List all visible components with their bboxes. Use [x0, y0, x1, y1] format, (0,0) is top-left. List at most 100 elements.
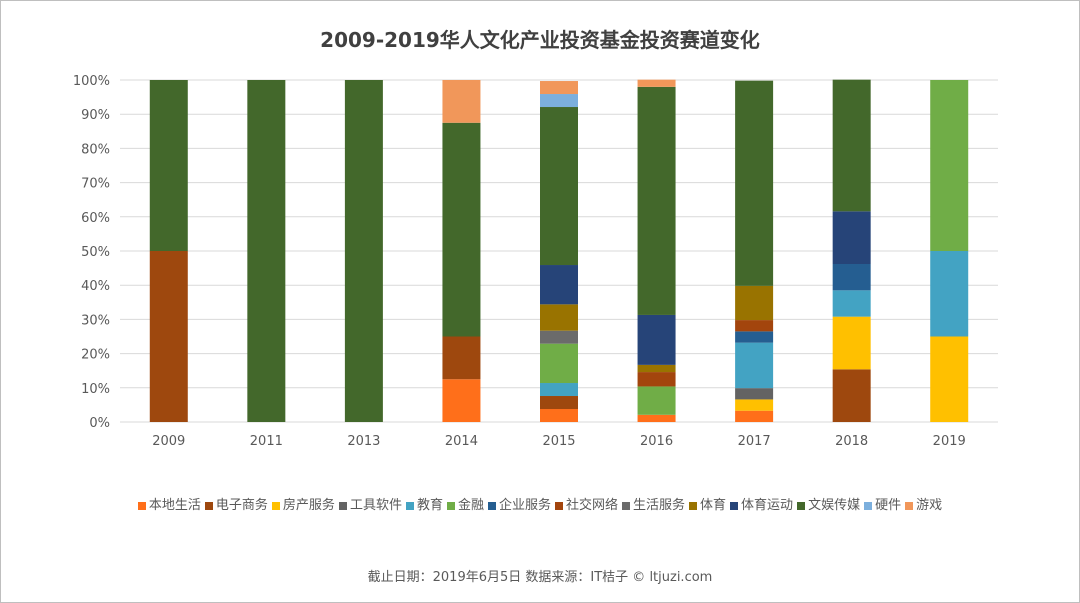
y-tick-label: 80% [81, 142, 110, 157]
bar-segment-2009-文娱传媒 [149, 80, 188, 251]
bar-segment-2015-游戏 [540, 81, 578, 95]
y-tick-label: 0% [89, 416, 110, 431]
bar-segment-2015-硬件 [540, 94, 578, 108]
bar-segment-2018-电子商务 [832, 369, 871, 422]
bar-segment-2009-电子商务 [149, 251, 188, 422]
bar-segment-2015-生活服务 [540, 330, 578, 344]
legend-label: 工具软件 [349, 498, 402, 513]
bar-segment-2017-企业服务 [735, 331, 774, 343]
bar-segment-2011-文娱传媒 [247, 80, 286, 422]
bar-segment-2015-文娱传媒 [540, 107, 578, 266]
bar-segment-2019-金融 [930, 80, 969, 251]
bar-segment-2017-体育 [735, 285, 774, 321]
legend-item: 房产服务 [271, 494, 335, 513]
x-tick-label: 2014 [445, 434, 478, 449]
bar-segment-2014-电子商务 [442, 336, 481, 380]
legend-swatch [446, 501, 455, 510]
bar-segment-2017-房产服务 [735, 399, 774, 411]
legend: 本地生活 电子商务 房产服务 工具软件 教育 金融 企业服务 社交网络 生活服务 体育 体育运动 文娱… [0, 494, 1080, 513]
legend-label: 文娱传媒 [808, 498, 861, 513]
legend-swatch [622, 501, 631, 510]
y-tick-label: 30% [81, 313, 110, 328]
y-tick-label: 70% [81, 177, 110, 192]
legend-item: 教育 [405, 494, 443, 513]
legend-swatch [864, 501, 873, 510]
legend-item: 工具软件 [338, 494, 402, 513]
bar-segment-2016-金融 [637, 386, 676, 415]
bar-segment-2016-文娱传媒 [637, 86, 676, 315]
legend-item: 本地生活 [137, 494, 201, 513]
x-tick-label: 2019 [933, 434, 966, 449]
x-tick-label: 2016 [640, 434, 673, 449]
bar-segment-2015-体育运动 [540, 265, 578, 305]
legend-item: 硬件 [864, 494, 901, 513]
bar-segment-2015-教育 [540, 383, 578, 397]
bar-segment-2017-教育 [735, 342, 774, 389]
x-tick-label: 2011 [250, 434, 283, 449]
legend-swatch [797, 501, 806, 510]
x-tick-label: 2018 [835, 434, 868, 449]
bar-segment-2018-体育运动 [832, 211, 871, 264]
x-tick-label: 2015 [542, 434, 575, 449]
bar-segment-2019-教育 [930, 251, 969, 337]
bar-segment-2015-本地生活 [540, 409, 578, 422]
bar-segment-2016-体育 [637, 364, 676, 373]
legend-label: 教育 [416, 498, 443, 513]
legend-item: 电子商务 [204, 494, 268, 513]
legend-item: 体育运动 [730, 494, 793, 513]
legend-swatch [689, 501, 698, 510]
legend-item: 游戏 [905, 494, 942, 513]
y-tick-label: 40% [81, 279, 110, 294]
legend-swatch [487, 501, 496, 510]
y-tick-label: 50% [81, 245, 110, 260]
legend-label: 金融 [457, 498, 484, 513]
y-tick-label: 20% [81, 348, 110, 363]
legend-item: 文娱传媒 [797, 494, 860, 513]
x-tick-label: 2017 [738, 434, 771, 449]
bar-segment-2017-社交网络 [735, 320, 774, 332]
legend-swatch [555, 501, 563, 510]
y-tick-label: 10% [81, 382, 110, 397]
x-tick-label: 2009 [152, 434, 185, 449]
bar-segment-2016-社交网络 [637, 372, 676, 387]
bar-segment-2016-本地生活 [637, 414, 676, 422]
legend-label: 本地生活 [148, 498, 201, 513]
y-tick-label: 100% [73, 74, 110, 89]
stacked-bar-chart: 0% 10% 20% 30% 40% 50% 60% 70% 80% 90% 100% 2009 201… [73, 74, 998, 449]
legend-swatch [730, 501, 739, 510]
legend-item: 企业服务 [487, 494, 551, 513]
legend-item: 金融 [446, 494, 484, 513]
legend-label: 硬件 [875, 498, 902, 513]
bar-segment-2016-游戏 [637, 79, 676, 87]
bar-segment-2019-房产服务 [930, 336, 969, 422]
bar-segment-2015-金融 [540, 343, 578, 384]
legend-swatch [338, 501, 347, 510]
y-tick-label: 60% [81, 211, 110, 226]
legend-label: 企业服务 [498, 498, 551, 513]
legend-swatch [271, 501, 280, 510]
legend-label: 电子商务 [215, 498, 268, 513]
bar-segment-2014-本地生活 [442, 379, 481, 422]
bar-segment-2018-企业服务 [832, 263, 871, 291]
legend-swatch [204, 501, 213, 510]
x-tick-label: 2013 [347, 434, 380, 449]
bar-segment-2018-房产服务 [832, 316, 871, 370]
bar-segment-2015-体育 [540, 304, 578, 331]
legend-swatch [137, 501, 146, 510]
bar-segment-2018-文娱传媒 [832, 79, 871, 212]
bar-segment-2014-文娱传媒 [442, 122, 481, 337]
legend-item: 体育 [689, 494, 726, 513]
bar-segment-2015-电子商务 [540, 396, 578, 410]
footer-source: 截止日期：2019年6月5日 数据来源：IT桔子 © ltjuzi.com [367, 570, 713, 585]
legend-swatch [405, 501, 414, 510]
legend-label: 社交网络 [566, 498, 619, 513]
y-tick-label: 90% [81, 108, 110, 123]
legend-label: 体育 [700, 498, 727, 513]
bar-segment-2016-体育运动 [637, 314, 676, 365]
bar-segment-2018-教育 [832, 290, 871, 317]
chart-title: 2009-2019华人文化产业投资基金投资赛道变化 [320, 28, 760, 52]
legend-label: 房产服务 [282, 498, 335, 513]
legend-swatch [905, 501, 914, 510]
bar-segment-2017-文娱传媒 [735, 80, 774, 286]
legend-label: 体育运动 [741, 498, 794, 513]
